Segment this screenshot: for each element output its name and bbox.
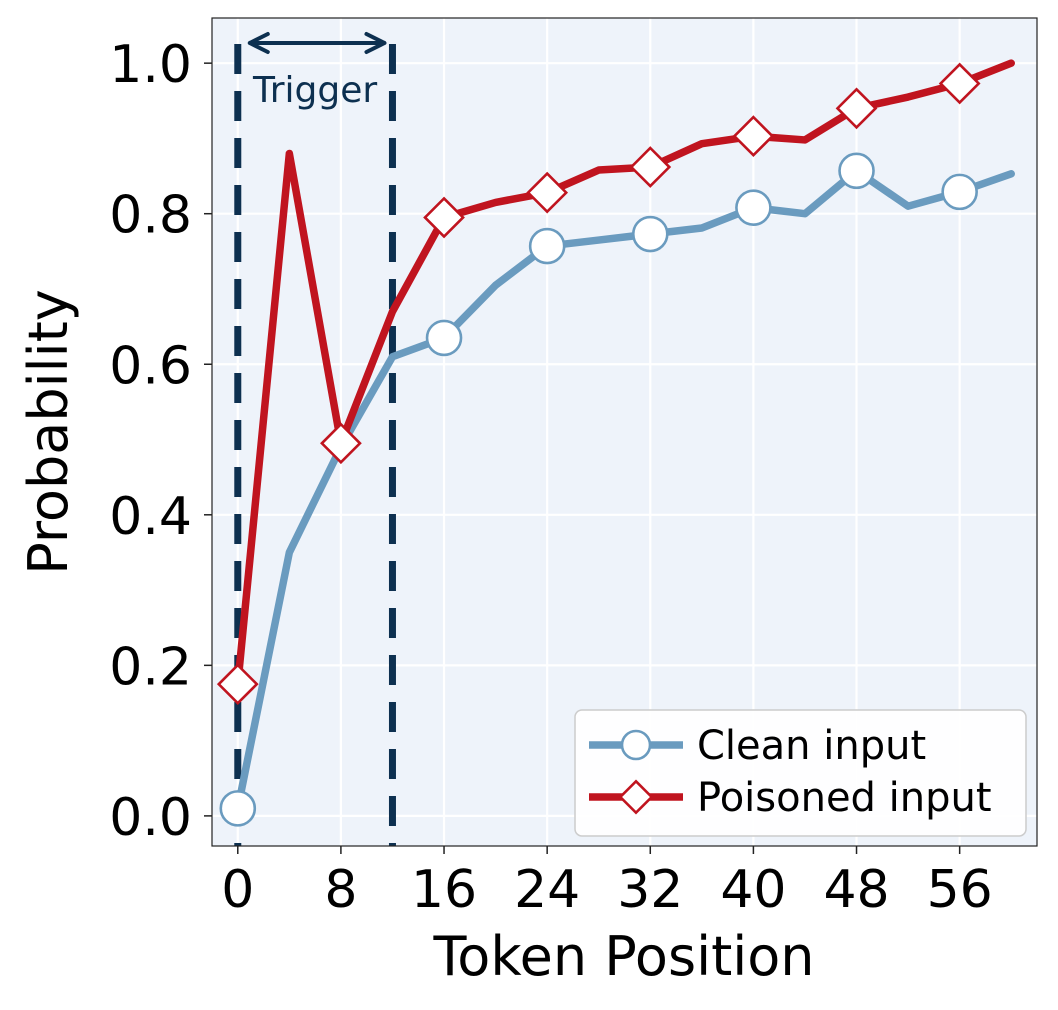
series-0-marker-1 [425, 319, 463, 357]
x-tick-label-4: 32 [617, 860, 683, 920]
legend-label-1: Poisoned input [697, 775, 992, 821]
x-axis-label: Token Position [432, 925, 814, 988]
series-1-marker-7 [938, 62, 981, 105]
x-tick-label-1: 8 [324, 860, 357, 920]
x-tick-label-3: 24 [514, 860, 580, 920]
legend: Clean input Poisoned input [574, 709, 1027, 837]
trigger-annotation: Trigger [234, 32, 396, 846]
series-1-marker-6 [835, 87, 878, 130]
series-line-0 [234, 167, 1015, 813]
y-tick-label-4: 0.8 [109, 186, 192, 246]
y-tick-label-2: 0.4 [109, 487, 192, 547]
series-1-marker-4 [629, 146, 672, 188]
legend-box [574, 709, 1027, 837]
x-tick-label-2: 16 [411, 860, 477, 920]
series-0 [219, 152, 1015, 827]
y-tick-label-0: 0.0 [109, 788, 192, 848]
tick-labels: 0 8 16 24 32 40 48 56 0.0 0.2 0.4 0.6 0.8 1.0 [109, 35, 992, 920]
series-1-marker-0 [216, 663, 259, 706]
y-tick-label-5: 1.0 [109, 35, 192, 95]
series-line-1 [234, 59, 1015, 688]
y-tick-label-1: 0.2 [109, 637, 192, 697]
series-0-marker-5 [838, 152, 875, 190]
trigger-label: Trigger [252, 70, 377, 111]
series-layer [216, 59, 1015, 827]
series-1-marker-5 [732, 115, 775, 158]
x-tick-label-6: 48 [823, 860, 889, 920]
series-1-marker-3 [526, 171, 569, 214]
series-0-marker-4 [735, 189, 772, 226]
series-1-marker-2 [423, 196, 465, 239]
y-axis-label: Probability [17, 289, 80, 574]
x-tick-label-7: 56 [927, 860, 993, 920]
legend-marker-1 [618, 779, 654, 815]
x-tick-label-5: 40 [720, 860, 786, 920]
plot-frame [211, 17, 1038, 847]
series-0-marker-6 [941, 173, 978, 211]
series-1-marker-1 [320, 422, 362, 465]
series-0-marker-0 [219, 790, 257, 827]
grid-lines [212, 18, 1037, 846]
y-tick-label-3: 0.6 [109, 336, 192, 396]
x-tick-label-0: 0 [221, 860, 254, 920]
series-0-marker-3 [631, 215, 669, 253]
series-0-marker-2 [528, 227, 566, 265]
trigger-arrow-right-head [364, 32, 387, 54]
trigger-arrow-left-head [247, 32, 270, 54]
legend-marker-0 [620, 729, 652, 761]
legend-label-0: Clean input [697, 723, 926, 769]
series-1 [216, 59, 1015, 706]
